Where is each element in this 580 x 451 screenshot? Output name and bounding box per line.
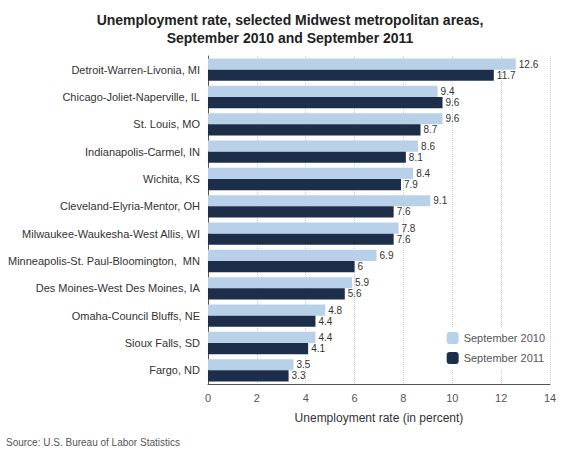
svg-text:12: 12	[495, 392, 507, 404]
svg-text:12.6: 12.6	[519, 59, 539, 70]
svg-text:Source: U.S. Bureau of Labor S: Source: U.S. Bureau of Labor Statistics	[6, 437, 180, 448]
svg-text:Sioux Falls, SD: Sioux Falls, SD	[125, 337, 200, 349]
svg-text:9.6: 9.6	[446, 113, 460, 124]
svg-text:4.4: 4.4	[318, 316, 332, 327]
svg-text:8.4: 8.4	[416, 168, 430, 179]
svg-text:8.6: 8.6	[421, 141, 435, 152]
svg-text:0: 0	[205, 392, 211, 404]
svg-text:Detroit-Warren-Livonia, MI: Detroit-Warren-Livonia, MI	[71, 64, 200, 76]
svg-text:9.1: 9.1	[433, 195, 447, 206]
svg-text:4.8: 4.8	[328, 305, 342, 316]
svg-text:Chicago-Joliet-Naperville, IL: Chicago-Joliet-Naperville, IL	[62, 91, 200, 103]
svg-text:3.3: 3.3	[292, 370, 306, 381]
svg-text:9.4: 9.4	[441, 86, 455, 97]
svg-text:7.8: 7.8	[402, 223, 416, 234]
svg-text:8.1: 8.1	[409, 152, 423, 163]
svg-text:8: 8	[400, 392, 406, 404]
svg-text:4.4: 4.4	[318, 332, 332, 343]
svg-text:6: 6	[351, 392, 357, 404]
svg-text:3.5: 3.5	[296, 359, 310, 370]
svg-text:Unemployment rate (in percent): Unemployment rate (in percent)	[295, 411, 464, 425]
svg-text:5.6: 5.6	[348, 288, 362, 299]
svg-text:St. Louis, MO: St. Louis, MO	[133, 118, 200, 130]
svg-text:14: 14	[544, 392, 556, 404]
svg-text:September 2010: September 2010	[464, 332, 545, 344]
svg-text:Fargo, ND: Fargo, ND	[149, 364, 200, 376]
svg-text:4: 4	[303, 392, 309, 404]
svg-text:9.6: 9.6	[446, 97, 460, 108]
svg-text:11.7: 11.7	[497, 70, 516, 81]
svg-text:September 2010 and September 2: September 2010 and September 2011	[167, 30, 414, 46]
svg-text:6.9: 6.9	[380, 250, 394, 261]
svg-text:September 2011: September 2011	[464, 352, 545, 364]
svg-text:2: 2	[254, 392, 260, 404]
svg-text:5.9: 5.9	[355, 277, 369, 288]
svg-text:4.1: 4.1	[311, 343, 325, 354]
svg-text:10: 10	[446, 392, 458, 404]
svg-text:8.7: 8.7	[424, 124, 438, 135]
svg-text:7.9: 7.9	[404, 179, 418, 190]
svg-text:7.6: 7.6	[397, 206, 411, 217]
svg-text:Indianapolis-Carmel, IN: Indianapolis-Carmel, IN	[85, 146, 200, 158]
svg-text:Unemployment rate, selected Mi: Unemployment rate, selected Midwest metr…	[97, 12, 484, 28]
svg-text:Minneapolis-St. Paul-Bloomingt: Minneapolis-St. Paul-Bloomington, MN	[8, 255, 200, 267]
svg-text:7.6: 7.6	[397, 234, 411, 245]
svg-text:Cleveland-Elyria-Mentor, OH: Cleveland-Elyria-Mentor, OH	[60, 200, 200, 212]
svg-text:Des Moines-West Des Moines, IA: Des Moines-West Des Moines, IA	[36, 282, 201, 294]
svg-text:Wichita, KS: Wichita, KS	[143, 173, 200, 185]
svg-text:Omaha-Council Bluffs, NE: Omaha-Council Bluffs, NE	[72, 310, 200, 322]
svg-text:Milwaukee-Waukesha-West Allis,: Milwaukee-Waukesha-West Allis, WI	[22, 228, 200, 240]
svg-text:6: 6	[358, 261, 364, 272]
